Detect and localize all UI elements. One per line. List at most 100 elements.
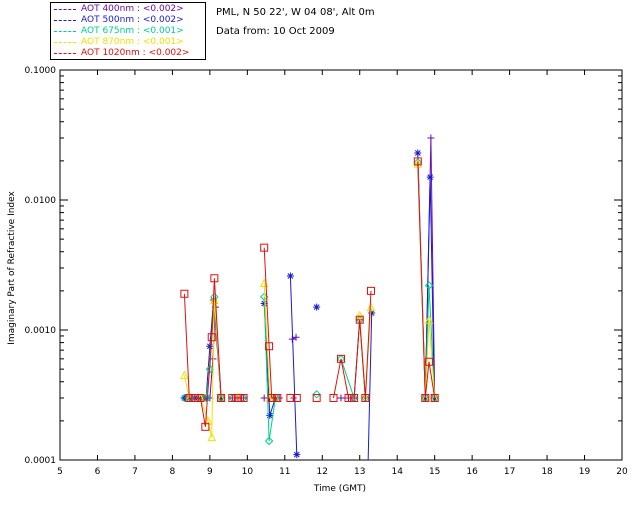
data-point (344, 393, 353, 402)
x-tick-label: 11 (279, 467, 290, 477)
x-tick-label: 17 (504, 467, 515, 477)
x-tick-label: 9 (207, 467, 213, 477)
data-point (180, 289, 189, 298)
y-tick-label: 0.1000 (25, 66, 57, 76)
data-point (196, 393, 205, 402)
y-axis-label: Imaginary Part of Refractive Index (7, 190, 17, 344)
legend-entry: AOT 1020nm : <0.002> (51, 48, 205, 59)
data-point (312, 393, 321, 402)
x-tick-label: 12 (317, 467, 328, 477)
data-point (364, 462, 371, 469)
data-point (260, 243, 269, 252)
legend-label: AOT 870nm : <0.001> (81, 37, 184, 47)
x-tick-label: 5 (57, 467, 63, 477)
data-point (206, 342, 214, 350)
data-point (180, 393, 189, 403)
legend-swatch (54, 53, 76, 54)
data-point (414, 149, 422, 157)
data-point (210, 274, 219, 283)
data-point (313, 303, 321, 311)
legend-swatch (54, 20, 76, 21)
data-point (337, 394, 345, 402)
data-point (286, 393, 295, 402)
series-line (263, 247, 278, 399)
data-point (239, 393, 248, 402)
x-tick-label: 19 (579, 467, 591, 477)
x-tick-label: 6 (95, 467, 101, 477)
legend-swatch (54, 42, 76, 43)
data-point (286, 272, 294, 280)
y-tick-label: 0.0010 (25, 326, 57, 336)
data-point (265, 342, 274, 351)
data-point (421, 393, 430, 402)
y-tick-label: 0.0001 (25, 456, 57, 466)
series-line (333, 290, 372, 399)
series-line (289, 276, 298, 455)
data-point (207, 333, 216, 342)
data-point (366, 286, 375, 295)
data-point (190, 393, 199, 402)
site-info: PML, N 50 22', W 04 08', Alt 0m (216, 7, 375, 18)
data-point (430, 393, 439, 402)
data-point (350, 393, 359, 402)
data-point (426, 173, 434, 181)
x-tick-label: 18 (541, 467, 553, 477)
data-point (292, 393, 301, 402)
data-point (427, 134, 435, 142)
data-point (424, 315, 434, 324)
data-point (207, 432, 217, 442)
x-tick-label: 16 (466, 467, 478, 477)
legend-label: AOT 400nm : <0.002> (81, 4, 184, 14)
x-tick-label: 7 (132, 467, 138, 477)
data-point (201, 422, 210, 431)
data-point (266, 411, 274, 419)
data-point (425, 357, 434, 366)
series-4 (180, 157, 439, 431)
data-point (264, 436, 274, 446)
data-point (217, 393, 226, 402)
legend-entry: AOT 675nm : <0.001> (51, 26, 205, 37)
series-line (183, 278, 222, 427)
legend: AOT 400nm : <0.002> AOT 500nm : <0.002> AO… (50, 2, 206, 60)
series-line (367, 313, 373, 460)
legend-label: AOT 1020nm : <0.002> (81, 48, 190, 58)
data-point (337, 354, 345, 363)
legend-entry: AOT 400nm : <0.002> (51, 4, 205, 15)
y-tick-label: 0.0100 (25, 196, 57, 206)
data-point (361, 393, 370, 402)
series-line (183, 299, 222, 438)
legend-entry: AOT 500nm : <0.002> (51, 15, 205, 26)
x-tick-label: 10 (242, 467, 254, 477)
legend-label: AOT 500nm : <0.002> (81, 15, 184, 25)
data-point (329, 393, 338, 402)
data-point (366, 302, 376, 312)
data-point (205, 364, 215, 374)
plot-frame (59, 69, 623, 461)
legend-swatch (54, 31, 76, 32)
data-point (228, 393, 237, 402)
series-3 (180, 159, 439, 442)
data-point (413, 157, 422, 166)
data-point (233, 393, 242, 402)
data-point (312, 390, 321, 399)
legend-swatch (54, 9, 76, 10)
data-point (355, 310, 365, 320)
x-tick-label: 20 (616, 467, 628, 477)
data-point (424, 281, 434, 290)
x-tick-label: 14 (391, 467, 403, 477)
data-point (180, 370, 189, 380)
data-point (355, 315, 364, 324)
data-point (180, 394, 188, 402)
legend-label: AOT 675nm : <0.001> (81, 26, 184, 36)
x-axis-label: Time (GMT) (313, 484, 366, 494)
data-point (293, 451, 301, 459)
x-tick-label: 13 (354, 467, 365, 477)
data-point (368, 309, 376, 317)
legend-entry: AOT 870nm : <0.001> (51, 37, 205, 48)
x-tick-label: 15 (429, 467, 440, 477)
date-info: Data from: 10 Oct 2009 (216, 26, 335, 37)
x-tick-label: 8 (170, 467, 176, 477)
data-point (292, 333, 300, 341)
data-point (267, 393, 276, 402)
